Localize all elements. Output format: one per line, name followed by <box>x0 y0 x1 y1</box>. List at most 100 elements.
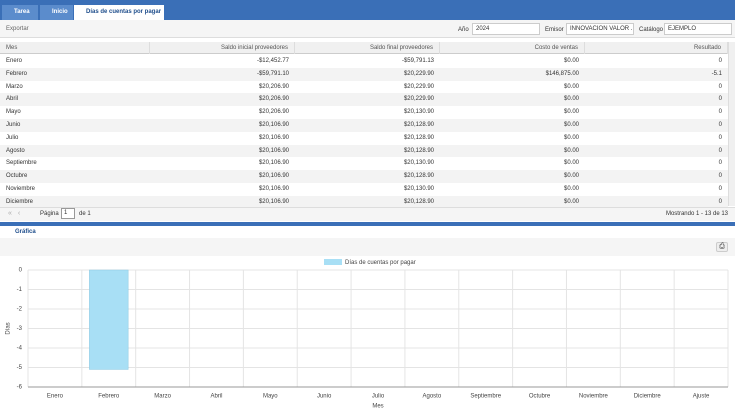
table-cell: $20,106.90 <box>150 119 295 132</box>
table-cell: 0 <box>585 119 728 132</box>
x-tick-label: Febrero <box>98 394 120 400</box>
page-count: de 1 <box>79 209 91 219</box>
table-cell: 0 <box>585 132 728 145</box>
y-tick-label: -4 <box>17 346 23 352</box>
table-cell: $0.00 <box>440 93 585 106</box>
table-cell: Abril <box>0 93 150 106</box>
table-cell: $20,106.90 <box>150 132 295 145</box>
scrollbar <box>728 42 735 206</box>
table-cell: Agosto <box>0 145 150 158</box>
table-cell: Septiembre <box>0 157 150 170</box>
year-label: Año <box>458 25 469 35</box>
table-cell: 0 <box>585 170 728 183</box>
x-tick-label: Septiembre <box>470 394 501 400</box>
y-tick-label: -6 <box>17 385 23 391</box>
table-cell: $0.00 <box>440 119 585 132</box>
table-cell: Marzo <box>0 81 150 94</box>
table-cell: 0 <box>585 81 728 94</box>
pager-summary: Mostrando 1 - 13 de 13 <box>600 209 728 219</box>
x-tick-label: Enero <box>47 394 64 400</box>
table-cell: -5.1 <box>585 68 728 81</box>
table-cell: $20,128.90 <box>295 145 440 158</box>
x-tick-label: Mayo <box>263 394 278 400</box>
table-cell: $0.00 <box>440 132 585 145</box>
table-cell: $20,128.90 <box>295 119 440 132</box>
y-tick-label: -1 <box>17 287 23 293</box>
table-cell: $20,130.90 <box>295 106 440 119</box>
table-cell: $20,128.90 <box>295 132 440 145</box>
table-cell: Enero <box>0 55 150 68</box>
year-input[interactable]: 2024 <box>472 23 540 35</box>
table-cell: $20,130.90 <box>295 157 440 170</box>
column-header[interactable]: Resultado <box>585 42 728 54</box>
table-cell: $20,206.90 <box>150 93 295 106</box>
table-cell: Octubre <box>0 170 150 183</box>
table-cell: -$12,452.77 <box>150 55 295 68</box>
x-tick-label: Noviembre <box>579 394 609 400</box>
y-tick-label: 0 <box>19 268 23 274</box>
table-cell: 0 <box>585 106 728 119</box>
table-cell: $0.00 <box>440 157 585 170</box>
table-cell: $20,229.90 <box>295 93 440 106</box>
x-tick-label: Octubre <box>529 394 551 400</box>
x-tick-label: Abril <box>210 394 222 400</box>
catalog-select[interactable]: EJEMPLO <box>664 23 732 35</box>
print-button[interactable]: ⎙ <box>716 242 728 252</box>
x-tick-label: Julio <box>372 394 385 400</box>
table-cell: $20,106.90 <box>150 145 295 158</box>
tab[interactable]: Tarea <box>2 5 38 20</box>
chart-tab[interactable]: Gráfica <box>2 226 42 238</box>
table-cell: $146,875.00 <box>440 68 585 81</box>
y-tick-label: -5 <box>17 365 23 371</box>
y-tick-label: -3 <box>17 326 23 332</box>
column-header[interactable]: Costo de ventas <box>440 42 585 54</box>
page-input[interactable]: 1 <box>61 208 75 219</box>
table-cell: 0 <box>585 93 728 106</box>
table-cell: $20,106.90 <box>150 157 295 170</box>
table-cell: $20,130.90 <box>295 183 440 196</box>
x-tick-label: Junio <box>317 394 332 400</box>
bar <box>89 270 128 369</box>
table-cell: Julio <box>0 132 150 145</box>
table-cell: -$59,791.13 <box>295 55 440 68</box>
catalog-label: Catálogo <box>639 25 663 35</box>
legend-swatch <box>324 259 342 265</box>
table-cell: $0.00 <box>440 183 585 196</box>
table-cell: $20,106.90 <box>150 183 295 196</box>
pager-nav: «‹ <box>8 209 26 219</box>
column-header[interactable]: Saldo inicial proveedores <box>150 42 295 54</box>
table-cell: $20,106.90 <box>150 170 295 183</box>
table-cell: $20,206.90 <box>150 106 295 119</box>
y-axis-label: Días <box>6 322 12 334</box>
tab[interactable]: Días de cuentas por pagar <box>74 5 164 20</box>
chart-toolbar <box>0 238 735 256</box>
table-cell: 0 <box>585 55 728 68</box>
table-cell: $20,229.90 <box>295 68 440 81</box>
table-cell: Noviembre <box>0 183 150 196</box>
table-cell: 0 <box>585 183 728 196</box>
table-cell: $20,206.90 <box>150 81 295 94</box>
issuer-select[interactable]: INNOVACION VALOR ... <box>566 23 634 35</box>
issuer-label: Emisor <box>545 25 564 35</box>
table-cell: 0 <box>585 157 728 170</box>
table-cell: $20,128.90 <box>295 170 440 183</box>
y-tick-label: -2 <box>17 307 23 313</box>
legend-label: Días de cuentas por pagar <box>345 260 416 266</box>
table-cell: $0.00 <box>440 145 585 158</box>
table-cell: $20,229.90 <box>295 81 440 94</box>
table-cell: $0.00 <box>440 106 585 119</box>
column-header[interactable]: Saldo final proveedores <box>295 42 440 54</box>
page-label: Página <box>40 209 59 219</box>
x-tick-label: Diciembre <box>634 394 662 400</box>
x-tick-label: Agosto <box>423 394 442 400</box>
tab[interactable]: Inicio <box>40 5 73 20</box>
table-cell: $0.00 <box>440 55 585 68</box>
chart-tab-bar <box>0 222 735 226</box>
x-tick-label: Ajuste <box>693 394 710 400</box>
table-cell: Mayo <box>0 106 150 119</box>
table-cell: 0 <box>585 145 728 158</box>
export-button[interactable]: Exportar <box>6 24 29 34</box>
column-header[interactable]: Mes <box>0 42 150 54</box>
table-cell: Junio <box>0 119 150 132</box>
